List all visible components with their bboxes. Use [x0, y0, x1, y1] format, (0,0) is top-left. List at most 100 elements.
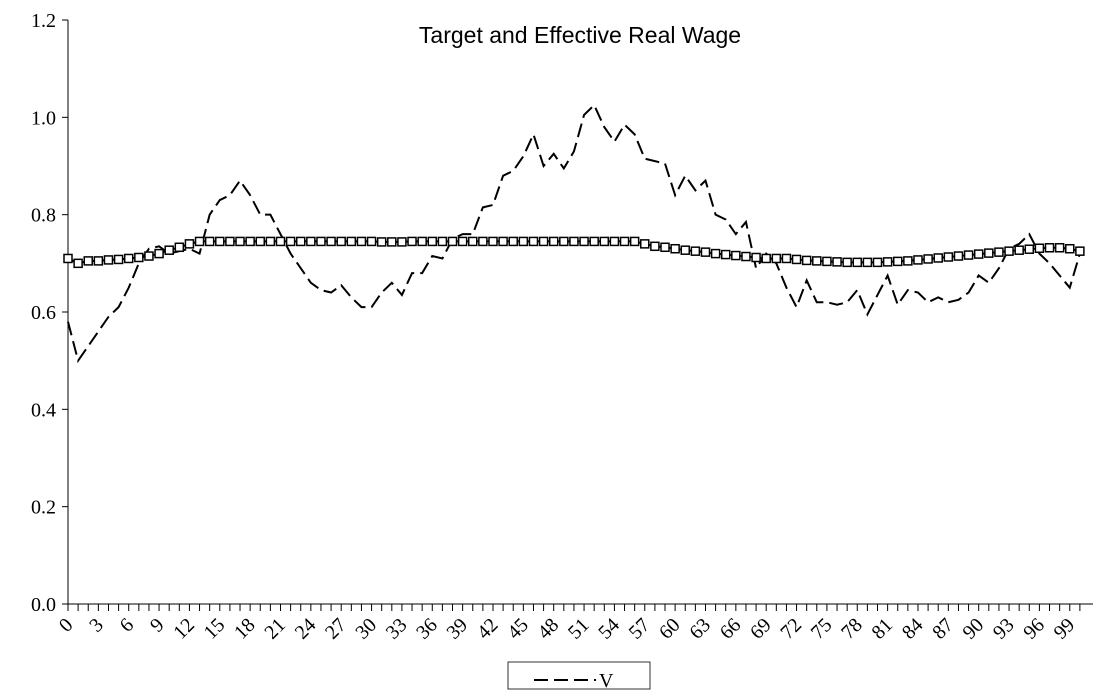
point-marker — [164, 245, 174, 255]
point-marker — [923, 254, 933, 264]
point-marker — [589, 236, 599, 247]
point-marker — [427, 236, 438, 247]
point-marker — [913, 255, 923, 265]
x-tick-label: 48 — [534, 614, 564, 644]
point-marker — [1065, 243, 1075, 254]
point-marker — [933, 253, 943, 263]
point-marker — [903, 256, 913, 266]
point-marker — [680, 245, 690, 255]
point-marker — [953, 251, 964, 261]
point-marker — [761, 253, 771, 264]
point-marker — [973, 249, 984, 259]
point-marker — [457, 236, 468, 247]
point-marker — [629, 236, 640, 247]
x-tick-label: 36 — [412, 614, 442, 644]
point-marker — [1075, 246, 1085, 256]
point-marker — [882, 257, 893, 267]
x-tick-label: 90 — [959, 614, 989, 644]
point-marker — [498, 236, 508, 247]
x-tick-label: 75 — [807, 614, 837, 644]
point-marker — [842, 257, 852, 268]
point-marker — [741, 251, 751, 262]
point-marker — [447, 236, 458, 247]
point-marker — [215, 236, 225, 247]
x-tick-label: 39 — [442, 614, 472, 644]
point-marker — [640, 239, 650, 249]
point-marker — [174, 242, 185, 253]
point-marker — [599, 236, 610, 247]
chart-title: Target and Effective Real Wage — [419, 22, 741, 48]
point-marker — [1054, 243, 1065, 253]
point-marker — [619, 236, 630, 247]
point-marker — [336, 236, 346, 247]
point-marker — [83, 256, 93, 266]
point-marker — [417, 236, 427, 247]
point-marker — [690, 246, 701, 256]
point-marker — [751, 252, 761, 263]
point-marker — [943, 252, 954, 262]
x-tick-label: 42 — [473, 614, 503, 644]
point-marker — [478, 236, 488, 247]
point-marker — [812, 256, 822, 266]
y-tick-label: 0.2 — [31, 497, 56, 519]
point-marker — [194, 236, 205, 247]
point-marker — [184, 239, 195, 249]
point-marker — [123, 253, 134, 264]
x-tick-label: 87 — [928, 614, 958, 644]
point-marker — [285, 236, 296, 247]
point-marker — [407, 236, 417, 247]
legend-box — [507, 661, 651, 690]
point-marker — [731, 250, 741, 261]
point-marker — [437, 236, 448, 247]
x-tick-label: 15 — [200, 614, 230, 644]
point-marker — [559, 236, 569, 247]
x-tick-label: 0 — [55, 614, 78, 637]
point-marker — [387, 237, 397, 247]
x-tick-label: 54 — [594, 614, 624, 644]
x-tick-label: 12 — [169, 614, 199, 644]
point-marker — [771, 253, 782, 264]
point-marker — [346, 236, 357, 247]
x-tick-label: 84 — [898, 614, 928, 644]
point-marker — [984, 248, 994, 258]
y-tick-label: 0.0 — [31, 594, 56, 616]
x-tick-label: 81 — [867, 614, 897, 644]
x-tick-label: 72 — [776, 614, 806, 644]
y-tick-label: 1.2 — [31, 10, 56, 32]
point-marker — [1024, 244, 1035, 254]
point-marker — [1034, 243, 1045, 253]
point-marker — [892, 256, 903, 267]
point-marker — [548, 236, 559, 247]
x-tick-label: 78 — [837, 614, 867, 644]
series-line — [67, 103, 1081, 364]
x-tick-label: 3 — [85, 614, 108, 637]
point-marker — [73, 258, 83, 269]
point-marker — [275, 236, 286, 247]
point-marker — [204, 236, 215, 247]
x-tick-label: 66 — [716, 614, 746, 644]
point-marker — [316, 236, 326, 247]
point-marker — [103, 255, 114, 265]
point-marker — [63, 253, 73, 264]
x-tick-label: 99 — [1050, 614, 1080, 644]
legend-label: V — [599, 670, 614, 690]
point-marker — [235, 236, 245, 247]
x-tick-label: 93 — [989, 614, 1019, 644]
x-tick-label: 33 — [382, 614, 412, 644]
point-marker — [832, 257, 842, 267]
x-tick-label: 6 — [116, 614, 139, 637]
point-marker — [700, 247, 711, 257]
x-tick-label: 45 — [503, 614, 533, 644]
point-marker — [518, 236, 529, 247]
point-marker — [93, 256, 104, 266]
x-tick-label: 63 — [685, 614, 715, 644]
y-tick-label: 0.8 — [31, 205, 56, 227]
point-marker — [538, 236, 549, 247]
point-marker — [245, 236, 255, 247]
point-marker — [710, 248, 721, 259]
point-marker — [852, 257, 863, 268]
point-marker — [1044, 243, 1055, 253]
point-marker — [397, 237, 407, 247]
point-marker — [791, 254, 802, 265]
